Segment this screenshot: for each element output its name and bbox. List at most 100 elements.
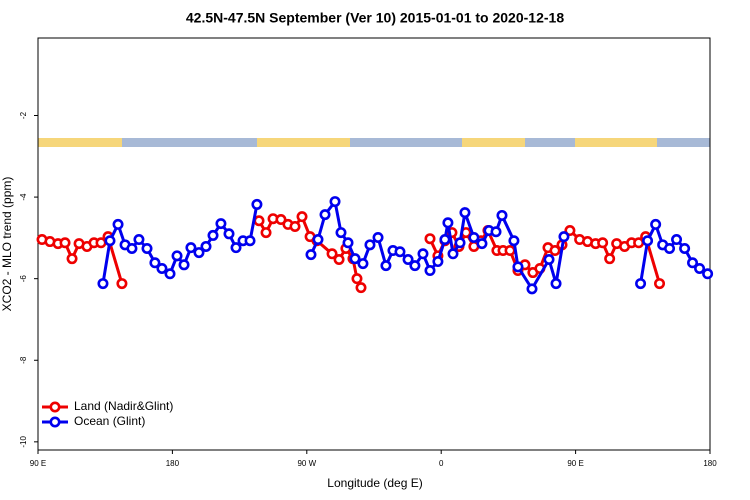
point	[335, 227, 347, 239]
point	[424, 233, 436, 245]
point	[200, 240, 212, 252]
point	[432, 256, 444, 268]
point	[402, 254, 414, 266]
y-axis-label: XCO2 - MLO trend (ppm)	[0, 177, 14, 312]
point	[126, 242, 138, 254]
y-tick-label: -4	[19, 193, 28, 201]
land-mask-band	[38, 138, 710, 147]
point	[654, 278, 666, 290]
y-tick-label: -2	[19, 111, 28, 119]
plot-frame	[37, 37, 711, 451]
x-tick-label: 90 W	[297, 459, 316, 468]
point	[597, 237, 609, 249]
chart-title: 42.5N-47.5N September (Ver 10) 2015-01-0…	[186, 10, 564, 26]
point	[349, 253, 361, 265]
point	[342, 237, 354, 249]
point	[468, 231, 480, 243]
point	[490, 226, 502, 238]
point	[296, 211, 308, 223]
point	[289, 220, 301, 232]
point	[417, 248, 429, 260]
point	[116, 278, 128, 290]
legend-marker	[49, 401, 61, 413]
legend-label: Land (Nadir&Glint)	[74, 399, 173, 413]
point	[312, 234, 324, 246]
point	[671, 234, 683, 246]
point	[319, 209, 331, 221]
point	[635, 278, 647, 290]
point	[549, 245, 561, 257]
x-tick-label: 0	[439, 459, 444, 468]
point	[112, 218, 124, 230]
point	[149, 257, 161, 269]
point	[193, 247, 205, 259]
point	[439, 234, 451, 246]
point	[508, 235, 520, 247]
point	[504, 245, 516, 257]
point	[260, 227, 272, 239]
point	[454, 237, 466, 249]
point	[164, 268, 176, 280]
point	[496, 209, 508, 221]
point	[141, 242, 153, 254]
point	[326, 248, 338, 260]
point	[305, 249, 317, 261]
point	[459, 207, 471, 219]
point	[156, 262, 168, 274]
x-tick-label: 180	[703, 459, 717, 468]
point	[564, 225, 576, 237]
point	[207, 229, 219, 241]
point	[329, 196, 341, 208]
point	[447, 248, 459, 260]
y-tick-label: -10	[19, 436, 28, 448]
point	[275, 214, 287, 226]
point	[394, 246, 406, 258]
point	[66, 253, 78, 265]
point	[512, 261, 524, 273]
point	[97, 278, 109, 290]
point	[664, 242, 676, 254]
point	[476, 238, 488, 250]
ocean-band	[122, 138, 257, 147]
y-tick-label: -8	[19, 356, 28, 364]
point	[253, 215, 265, 227]
point	[380, 260, 392, 272]
point	[650, 218, 662, 230]
point	[687, 257, 699, 269]
point	[59, 237, 71, 249]
point	[333, 254, 345, 266]
point	[364, 239, 376, 251]
point	[543, 254, 555, 266]
point	[694, 262, 706, 274]
ocean-band	[525, 138, 575, 147]
point	[251, 198, 263, 210]
point	[223, 228, 235, 240]
point	[372, 231, 384, 243]
legend-marker	[49, 416, 61, 428]
point	[215, 218, 227, 230]
point	[550, 278, 562, 290]
point	[409, 260, 421, 272]
x-axis-label: Longitude (deg E)	[327, 476, 422, 490]
point	[171, 250, 183, 262]
point	[185, 242, 197, 254]
ocean-band	[350, 138, 462, 147]
point	[133, 234, 145, 246]
point	[642, 235, 654, 247]
point	[357, 258, 369, 270]
legend-label: Ocean (Glint)	[74, 414, 145, 428]
point	[442, 217, 454, 229]
x-tick-label: 90 E	[567, 459, 583, 468]
y-tick-label: -6	[19, 275, 28, 283]
point	[604, 253, 616, 265]
point	[355, 282, 367, 294]
point	[702, 268, 714, 280]
x-tick-label: 180	[166, 459, 180, 468]
point	[558, 231, 570, 243]
point	[178, 259, 190, 271]
point	[104, 235, 116, 247]
point	[424, 265, 436, 277]
x-tick-label: 90 E	[30, 459, 46, 468]
point	[351, 273, 363, 285]
